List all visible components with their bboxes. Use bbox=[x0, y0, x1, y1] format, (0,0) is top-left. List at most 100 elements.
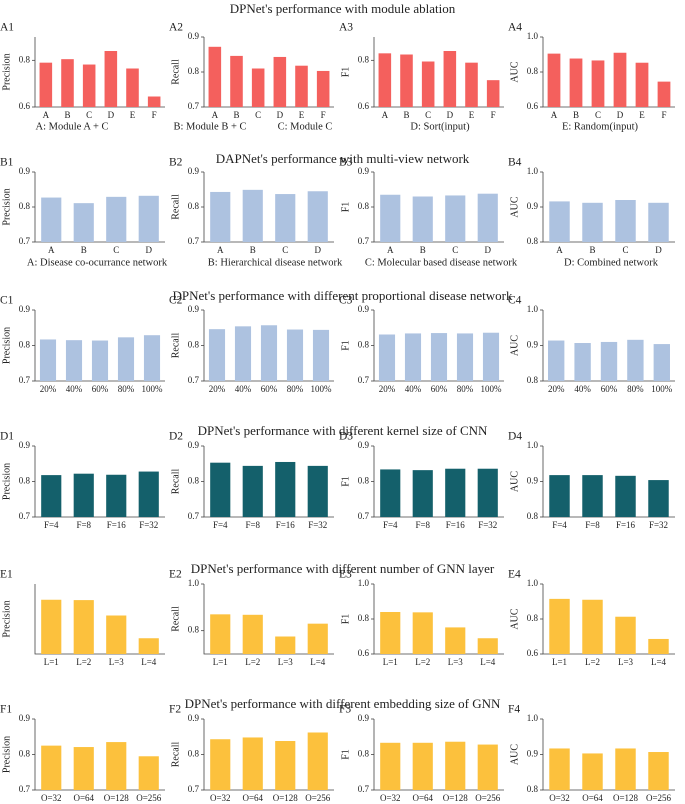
ytick-label-d2: 0.8 bbox=[188, 476, 200, 486]
ytick-label-b2: 0.9 bbox=[188, 166, 200, 176]
xtick-label-e3-1: L=1 bbox=[383, 657, 398, 667]
xtick-label-d3-3: F=16 bbox=[446, 520, 466, 530]
xtick-label-a1-2: B bbox=[64, 110, 70, 120]
bar-a3-2 bbox=[400, 54, 413, 107]
bar-c2-5 bbox=[312, 329, 330, 381]
bar-b4-1 bbox=[549, 201, 570, 242]
xtick-label-f3-1: O=32 bbox=[380, 793, 401, 803]
bar-d1-1 bbox=[41, 475, 62, 517]
xtick-label-e4-1: L=1 bbox=[552, 657, 567, 667]
section-title-b: DAPNet's performance with multi-view net… bbox=[216, 151, 470, 166]
ytick-label-d2: 0.9 bbox=[188, 440, 200, 450]
panel-label-e1: E1 bbox=[0, 569, 13, 581]
xtick-label-f1-2: O=64 bbox=[73, 793, 94, 803]
xtick-label-c2-5: 100% bbox=[311, 384, 333, 394]
caption-b-1: A: Disease co-ocurrance network bbox=[27, 257, 168, 268]
xtick-label-e4-2: L=2 bbox=[585, 657, 600, 667]
xtick-label-d3-2: F=8 bbox=[415, 520, 430, 530]
bar-f1-4 bbox=[138, 756, 159, 790]
xtick-label-c1-4: 80% bbox=[118, 384, 135, 394]
bar-e1-3 bbox=[106, 615, 127, 654]
bar-e4-3 bbox=[615, 616, 636, 654]
bar-f4-4 bbox=[648, 752, 669, 790]
bar-f2-4 bbox=[307, 732, 328, 790]
section-title-a: DPNet's performance with module ablation bbox=[230, 1, 456, 16]
ylabel-c4: AUC bbox=[509, 335, 520, 356]
panel-label-e2: E2 bbox=[169, 569, 182, 581]
ytick-label-c2: 0.7 bbox=[188, 375, 200, 385]
bar-b4-4 bbox=[648, 202, 669, 242]
xtick-label-d4-2: F=8 bbox=[585, 520, 600, 530]
bar-c2-4 bbox=[286, 329, 304, 381]
xtick-label-a3-3: C bbox=[425, 110, 431, 120]
caption-a-3: C: Module C bbox=[278, 121, 333, 132]
bar-a1-3 bbox=[82, 64, 96, 107]
ytick-label-d4: 0.8 bbox=[527, 511, 539, 521]
caption-a-5: E: Random(input) bbox=[562, 121, 639, 132]
bar-a3-6 bbox=[486, 80, 500, 107]
bar-a1-6 bbox=[147, 96, 161, 107]
xtick-label-b3-4: D bbox=[485, 245, 492, 255]
panel-label-b4: B4 bbox=[508, 157, 522, 169]
ytick-label-e2: 0.8 bbox=[188, 625, 200, 635]
bar-c4-5 bbox=[653, 344, 670, 381]
ytick-label-f1: 0.7 bbox=[19, 784, 31, 794]
xtick-label-c2-4: 80% bbox=[287, 384, 304, 394]
ytick-label-f1: 0.9 bbox=[19, 713, 31, 723]
xtick-label-f3-4: O=256 bbox=[475, 793, 501, 803]
xtick-label-a1-6: F bbox=[152, 110, 157, 120]
xtick-label-e3-4: L=4 bbox=[480, 657, 496, 667]
xtick-label-b1-1: A bbox=[48, 245, 55, 255]
ytick-label-a1: 0.6 bbox=[19, 101, 31, 111]
xtick-label-d1-2: F=8 bbox=[76, 520, 91, 530]
bar-c4-4 bbox=[627, 339, 644, 381]
ytick-label-f3: 0.9 bbox=[358, 713, 370, 723]
panel-label-e4: E4 bbox=[508, 569, 521, 581]
ytick-label-f4: 1.0 bbox=[527, 713, 539, 723]
bar-c1-1 bbox=[39, 339, 57, 381]
bar-d3-2 bbox=[412, 470, 433, 517]
bar-d2-4 bbox=[307, 465, 328, 517]
xtick-label-b1-3: C bbox=[113, 245, 119, 255]
bar-d4-1 bbox=[549, 475, 570, 517]
bar-a4-5 bbox=[635, 62, 649, 107]
ylabel-f4: AUC bbox=[509, 744, 520, 765]
xtick-label-e2-3: L=3 bbox=[278, 657, 294, 667]
xtick-label-a4-5: E bbox=[639, 110, 645, 120]
panel-label-c1: C1 bbox=[0, 295, 14, 307]
ytick-label-a3: 0.8 bbox=[358, 54, 370, 64]
panel-label-b3: B3 bbox=[339, 157, 353, 169]
bar-a2-6 bbox=[316, 70, 330, 107]
bar-a4-2 bbox=[569, 58, 583, 107]
caption-b-2: B: Hierarchical disease network bbox=[208, 257, 343, 268]
ytick-label-f1: 0.8 bbox=[19, 749, 31, 759]
xtick-label-f4-3: O=128 bbox=[613, 793, 639, 803]
xtick-label-c4-4: 80% bbox=[627, 384, 644, 394]
bar-a3-1 bbox=[378, 53, 392, 107]
ytick-label-e4: 0.8 bbox=[527, 613, 539, 623]
axes-a1 bbox=[34, 37, 165, 108]
xtick-label-b3-3: C bbox=[452, 245, 458, 255]
panel-label-f3: F3 bbox=[339, 704, 351, 716]
ytick-label-d1: 0.9 bbox=[19, 440, 31, 450]
xtick-label-d1-3: F=16 bbox=[107, 520, 127, 530]
bar-e3-4 bbox=[477, 638, 498, 654]
ylabel-e1: Precision bbox=[1, 600, 12, 637]
bar-e3-1 bbox=[380, 612, 401, 654]
xtick-label-c4-2: 40% bbox=[574, 384, 591, 394]
xtick-label-a4-6: F bbox=[661, 110, 666, 120]
ytick-label-f2: 0.8 bbox=[188, 749, 200, 759]
xtick-label-c3-5: 100% bbox=[481, 384, 503, 394]
bar-d3-3 bbox=[445, 468, 466, 517]
ytick-label-d4: 1.0 bbox=[527, 440, 539, 450]
xtick-label-c4-1: 20% bbox=[548, 384, 565, 394]
panel-label-e3: E3 bbox=[339, 569, 352, 581]
bar-a2-1 bbox=[208, 46, 222, 107]
ylabel-d1: Precision bbox=[1, 463, 12, 500]
ytick-label-d3: 0.8 bbox=[358, 476, 370, 486]
xtick-label-c3-1: 20% bbox=[379, 384, 396, 394]
bar-b2-2 bbox=[242, 189, 263, 242]
xtick-label-f2-3: O=128 bbox=[273, 793, 299, 803]
ylabel-d4: AUC bbox=[509, 471, 520, 492]
ytick-label-f4: 0.8 bbox=[527, 784, 539, 794]
